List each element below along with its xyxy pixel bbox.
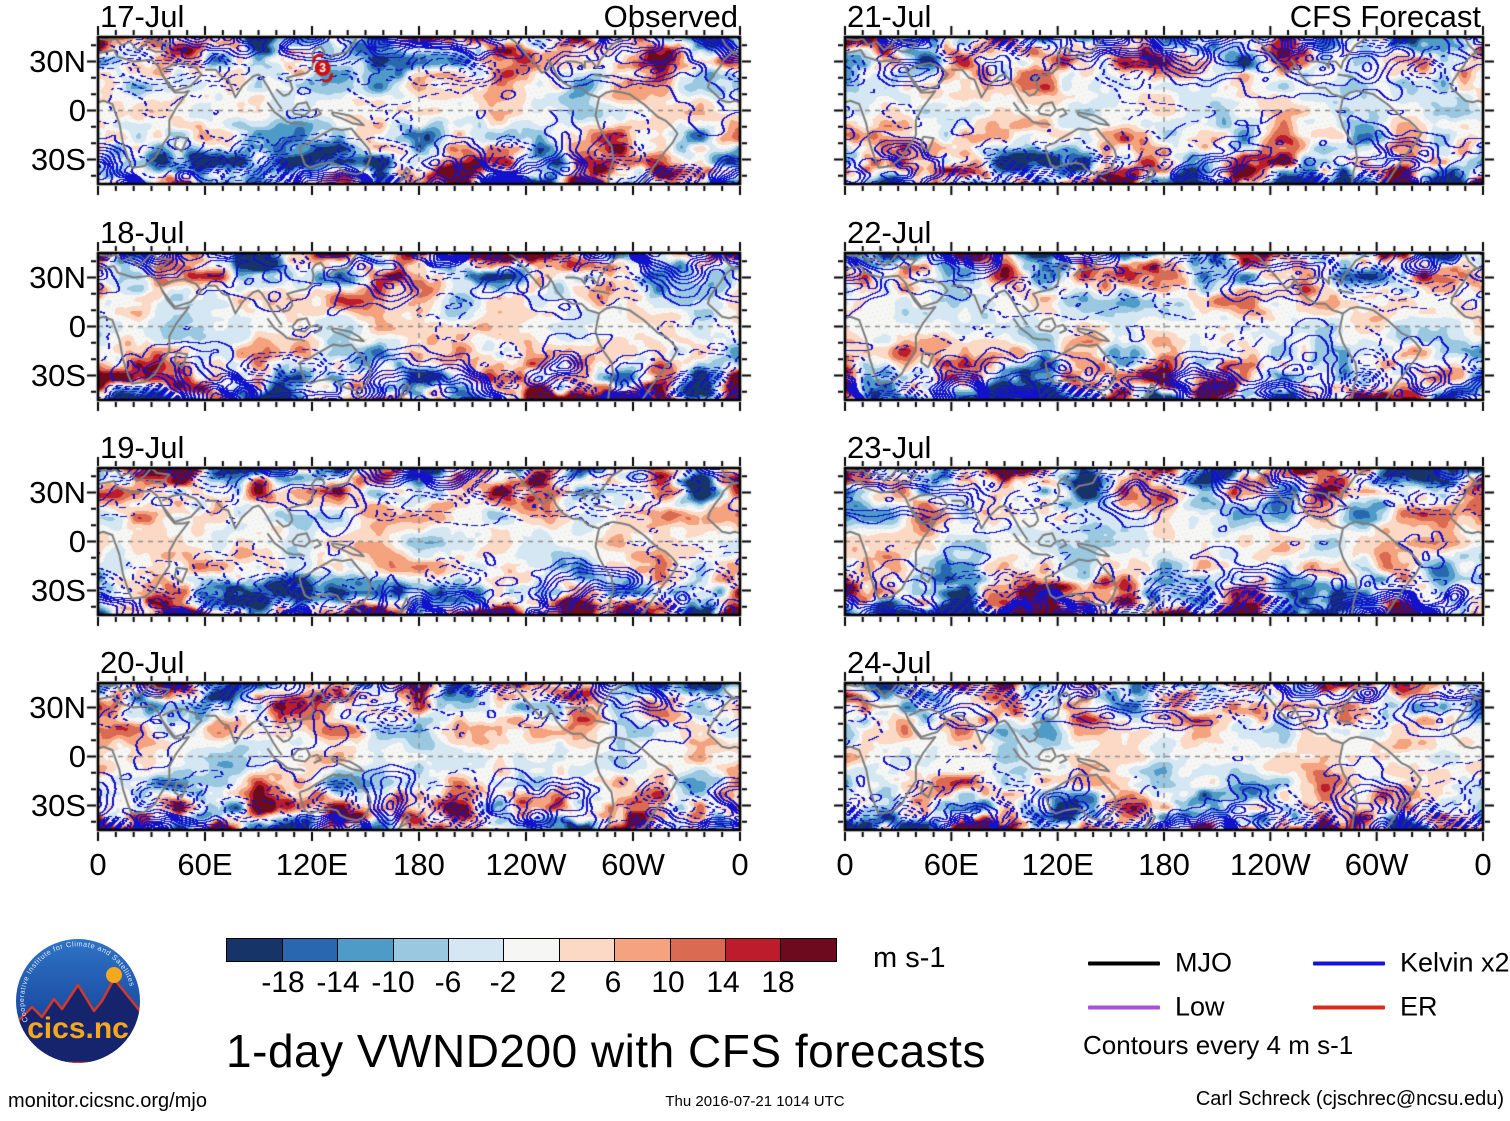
x-tick-label: 0 [836,847,854,882]
footer-credit: Carl Schreck (cjschrec@ncsu.edu) [1195,1088,1504,1110]
colorbar-tick-label: 14 [706,966,740,999]
colorbar-cell [558,938,616,962]
legend-item: Low [1088,992,1225,1023]
legend-line-swatch [1088,1005,1160,1009]
y-tick-label: 0 [68,523,86,559]
map-panel [831,239,1497,414]
x-tick-label: 0 [89,847,107,882]
colorbar-cell [614,938,672,962]
map-panel [831,454,1497,629]
y-tick-label: 30S [30,572,86,608]
legend-item-label: Low [1175,991,1225,1022]
cicsnc-logo: Cooperative Institute for Climate and Sa… [16,939,140,1063]
colorbar-tick-label: -10 [371,966,415,999]
logo-mountains [16,977,140,1063]
y-tick-label: 30S [30,787,86,823]
y-tick-label: 0 [68,308,86,344]
map-panel [84,454,754,629]
x-tick-label: 120W [1229,847,1311,882]
y-tick-label: 0 [68,92,86,128]
panel-date-label: 23-Jul [847,430,932,465]
legend-item-label: Kelvin x2 [1400,947,1510,978]
y-tick-label: 30N [29,474,86,510]
legend-line-swatch [1313,1005,1385,1009]
y-tick-label: 30N [29,689,86,725]
footer-url: monitor.cicsnc.org/mjo [8,1090,207,1112]
x-tick-label: 60W [601,847,665,882]
logo-sun-icon [106,967,122,983]
x-tick-label: 0 [1474,847,1492,882]
map-panel [84,239,754,414]
colorbar [226,938,838,962]
y-tick-label: 30N [29,259,86,295]
colorbar-tick-label: 6 [604,966,622,999]
colorbar-tick-label: -14 [316,966,360,999]
map-panel [831,669,1497,844]
colorbar-cell [725,938,783,962]
y-tick-label: 30S [30,141,86,177]
y-tick-label: 30S [30,357,86,393]
colorbar-cell [226,938,284,962]
colorbar-cell [281,938,339,962]
colorbar-cell [337,938,395,962]
legend-line-swatch [1313,961,1385,965]
x-tick-label: 120W [485,847,567,882]
x-tick-label: 0 [731,847,749,882]
x-tick-label: 120E [1021,847,1094,882]
map-panel [84,669,754,844]
legend-item: MJO [1088,948,1232,979]
legend-item: ER [1313,992,1438,1023]
column-header-label: Observed [603,0,738,34]
panel-date-label: 20-Jul [100,645,185,680]
colorbar-tick-label: -2 [489,966,517,999]
figure-title: 1-day VWND200 with CFS forecasts [226,1025,986,1077]
colorbar-cell [669,938,727,962]
logo-wordmark: cics.nc [27,1012,129,1045]
x-tick-label: 180 [1138,847,1190,882]
colorbar-tick-label: 18 [761,966,795,999]
legend-item-label: MJO [1175,947,1232,978]
x-tick-label: 60E [177,847,233,882]
colorbar-cell [448,938,506,962]
colorbar-tick-label: 10 [651,966,685,999]
colorbar-tick-label: -6 [434,966,462,999]
column-header-label: CFS Forecast [1289,0,1481,34]
map-panel [831,23,1497,198]
colorbar-cell [503,938,561,962]
legend-contour-note: Contours every 4 m s-1 [1083,1030,1354,1060]
colorbar-units: m s-1 [873,942,946,974]
x-tick-label: 180 [393,847,445,882]
panel-date-label: 21-Jul [847,0,932,34]
x-tick-label: 60E [923,847,979,882]
legend-item-label: ER [1400,991,1438,1022]
x-tick-label: 120E [275,847,349,882]
legend-line-swatch [1088,961,1160,965]
map-panel [84,23,754,198]
colorbar-cell [392,938,450,962]
x-tick-label: 60W [1344,847,1409,882]
panel-date-label: 17-Jul [100,0,185,34]
colorbar-tick-label: -18 [261,966,305,999]
panel-date-label: 22-Jul [847,215,932,250]
y-tick-label: 0 [68,738,86,774]
legend-item: Kelvin x2 [1313,948,1510,979]
colorbar-tick-label: 2 [549,966,567,999]
footer-timestamp: Thu 2016-07-21 1014 UTC [665,1093,845,1110]
y-tick-label: 30N [29,43,86,79]
panel-date-label: 24-Jul [847,645,932,680]
colorbar-cell [780,938,838,962]
panel-date-label: 18-Jul [100,215,185,250]
panel-date-label: 19-Jul [100,430,185,465]
